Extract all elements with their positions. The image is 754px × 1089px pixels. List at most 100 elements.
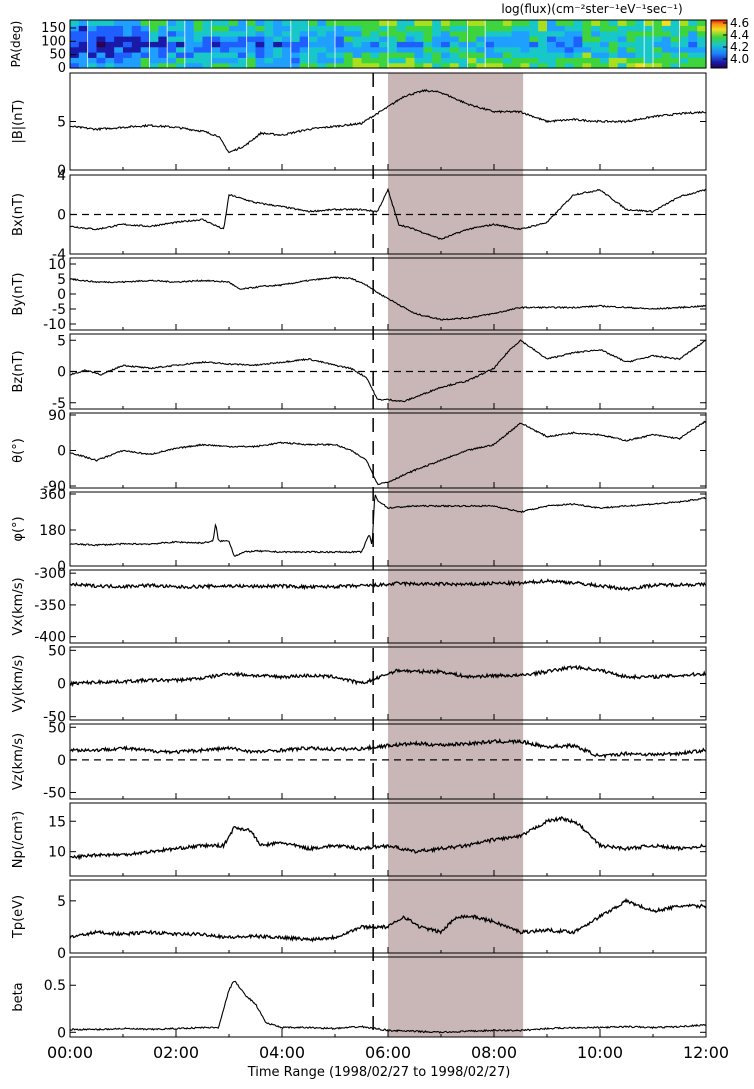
heatmap-cell [211,20,221,26]
heatmap-cell [485,52,495,58]
heatmap-cell [396,52,407,58]
heatmap-cell [449,57,460,64]
heatmap-frame [69,19,707,69]
heatmap-cell [352,62,363,69]
heatmap-cell [555,30,566,37]
heatmap-cell [211,36,221,42]
heatmap-cell [273,41,283,48]
x-tick-label: 02:00 [153,1043,199,1062]
heatmap-cell [688,52,698,58]
heatmap-cell [282,46,292,53]
heatmap-cell [193,41,204,48]
heatmap-cell [308,52,318,58]
heatmap-cell [405,52,416,58]
heatmap-cell [388,52,398,58]
heatmap-cell [335,52,345,58]
heatmap-cell [485,57,495,64]
heatmap-cell [317,36,327,42]
heatmap-cell [485,25,495,32]
heatmap-cell [582,62,592,69]
heatmap-cell [432,41,442,48]
heatmap-cell [352,52,363,58]
heatmap-cell [396,41,407,48]
heatmap-cell [379,57,389,64]
heatmap-cell [511,62,522,69]
series-line [69,88,707,154]
heatmap-cell [608,46,619,53]
heatmap-cell [193,30,204,37]
heatmap-cell [423,62,433,69]
heatmap-cell [626,30,636,37]
heatmap-cell [255,57,265,64]
heatmap-cell [476,20,486,26]
heatmap-cell [149,46,159,53]
heatmap-cell [87,41,98,48]
y-tick-label: 10 [48,257,66,273]
y-tick-label: 5 [57,894,66,910]
heatmap-cell [273,25,283,32]
x-tick-label: 10:00 [577,1043,623,1062]
heatmap-cell [202,62,212,69]
heatmap-cell [582,30,592,37]
heatmap-cell [273,57,283,64]
heatmap-cell [555,41,566,48]
heatmap-cell [449,36,460,42]
heatmap-cell [87,46,98,53]
heatmap-cell [653,62,663,69]
heatmap-cell [502,30,513,37]
heatmap-cell [467,57,477,64]
heatmap-cell [458,30,469,37]
heatmap-cell [317,41,327,48]
heatmap-cell [326,52,336,58]
heatmap-cell [308,36,318,42]
heatmap-cell [282,62,292,69]
heatmap-cell [538,52,548,58]
heatmap-cell [379,52,389,58]
y-tick-label: 0 [57,287,66,303]
heatmap-cell [264,25,274,32]
heatmap-cell [167,36,177,42]
heatmap-cell [246,30,257,37]
heatmap-cell [78,30,89,37]
heatmap-cell [140,62,151,69]
heatmap-cell [211,62,221,69]
heatmap-cell [246,57,257,64]
heatmap-cell [87,57,98,64]
heatmap-cell [600,36,610,42]
heatmap-cell [591,36,601,42]
heatmap-cell [423,20,433,26]
heatmap-cell [405,20,416,26]
heatmap-cell [476,57,486,64]
heatmap-cell [264,41,274,48]
heatmap-cell [538,25,548,32]
y-tick-label: -300 [34,566,66,582]
heatmap-cell [326,20,336,26]
heatmap-cell [396,62,407,69]
heatmap-cell [564,57,575,64]
heatmap-cell [670,20,681,26]
heatmap-cell [70,30,80,37]
heatmap-cell [547,36,557,42]
heatmap-cell [273,52,283,58]
heatmap-cell [149,30,159,37]
heatmap-cell [626,62,636,69]
heatmap-cell [547,57,557,64]
heatmap-cell [131,20,142,26]
heatmap-cell [176,62,186,69]
heatmap-cell [211,25,221,32]
heatmap-cell [220,30,230,37]
heatmap-cell [494,25,504,32]
heatmap-cell [538,20,548,26]
heatmap-cell [105,46,115,53]
heatmap-cell [538,46,548,53]
heatmap-cell [396,20,407,26]
heatmap-cell [423,30,433,37]
heatmap-cell [96,62,106,69]
heatmap-cell [582,20,592,26]
heatmap-cell [467,20,477,26]
heatmap-cell [158,20,168,26]
heatmap-cell [308,30,318,37]
heatmap-cell [202,20,212,26]
heatmap-cell [502,41,513,48]
heatmap-cell [158,57,168,64]
